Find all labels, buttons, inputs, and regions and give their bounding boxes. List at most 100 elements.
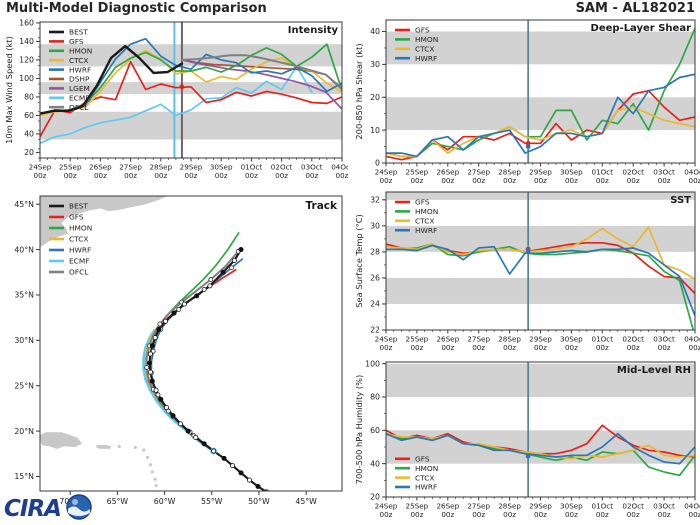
svg-text:00z: 00z xyxy=(658,176,671,185)
svg-text:20: 20 xyxy=(370,493,380,502)
svg-text:00z: 00z xyxy=(596,510,609,519)
svg-text:00z: 00z xyxy=(565,176,578,185)
svg-text:80: 80 xyxy=(24,93,34,102)
svg-text:LGEM: LGEM xyxy=(69,84,90,93)
svg-text:Sea Surface Temp (°C): Sea Surface Temp (°C) xyxy=(354,214,364,308)
svg-text:40: 40 xyxy=(370,27,380,36)
svg-text:28Sep: 28Sep xyxy=(149,163,172,172)
svg-text:20°N: 20°N xyxy=(14,427,34,436)
svg-text:GFS: GFS xyxy=(415,455,430,464)
svg-text:BEST: BEST xyxy=(69,28,88,37)
sst-axes: 24Sep00z25Sep00z26Sep00z27Sep00z28Sep00z… xyxy=(370,196,700,352)
sst-chart: 24Sep00z25Sep00z26Sep00z27Sep00z28Sep00z… xyxy=(354,191,700,352)
svg-text:04Oct: 04Oct xyxy=(684,168,700,177)
svg-text:30Sep: 30Sep xyxy=(560,502,583,511)
svg-text:29Sep: 29Sep xyxy=(180,163,203,172)
svg-text:28Sep: 28Sep xyxy=(498,502,521,511)
svg-text:HWRF: HWRF xyxy=(415,483,437,492)
svg-text:65°W: 65°W xyxy=(107,497,129,506)
svg-text:00z: 00z xyxy=(275,171,288,180)
svg-text:Intensity: Intensity xyxy=(288,25,339,36)
svg-text:HMON: HMON xyxy=(69,47,92,56)
svg-text:00z: 00z xyxy=(380,510,393,519)
svg-text:30: 30 xyxy=(370,60,380,69)
svg-text:25°N: 25°N xyxy=(14,381,34,390)
cira-logo-text: CIRA xyxy=(4,496,61,522)
svg-text:02Oct: 02Oct xyxy=(622,168,644,177)
svg-text:HMON: HMON xyxy=(415,464,438,473)
svg-text:60: 60 xyxy=(24,111,34,120)
svg-text:00z: 00z xyxy=(410,343,423,352)
svg-text:32: 32 xyxy=(370,196,380,205)
svg-text:00z: 00z xyxy=(215,171,228,180)
svg-text:24Sep: 24Sep xyxy=(375,335,398,344)
series-HWRF xyxy=(386,244,695,317)
svg-text:GFS: GFS xyxy=(415,26,430,35)
svg-text:00z: 00z xyxy=(154,171,167,180)
svg-text:00z: 00z xyxy=(472,176,485,185)
svg-text:HWRF: HWRF xyxy=(415,54,437,63)
series-HWRF xyxy=(386,73,695,158)
svg-text:00z: 00z xyxy=(627,176,640,185)
svg-text:24Sep: 24Sep xyxy=(29,163,52,172)
svg-text:40: 40 xyxy=(24,130,34,139)
svg-text:Track: Track xyxy=(306,200,338,212)
svg-text:CTCX: CTCX xyxy=(69,235,88,244)
shear-axes: 24Sep00z25Sep00z26Sep00z27Sep00z28Sep00z… xyxy=(370,27,700,185)
series-CTCX xyxy=(386,432,695,460)
svg-text:HWRF: HWRF xyxy=(415,226,437,235)
svg-text:GFS: GFS xyxy=(69,213,84,222)
svg-text:29Sep: 29Sep xyxy=(529,502,552,511)
intensity-series xyxy=(40,37,342,145)
svg-text:15°N: 15°N xyxy=(14,472,34,481)
series-CTCX xyxy=(386,106,695,158)
series-OFCL xyxy=(180,54,342,90)
svg-text:25Sep: 25Sep xyxy=(59,163,82,172)
svg-text:22: 22 xyxy=(370,326,380,335)
svg-text:GFS: GFS xyxy=(415,198,430,207)
svg-text:40: 40 xyxy=(370,459,380,468)
svg-text:00z: 00z xyxy=(627,343,640,352)
svg-text:00z: 00z xyxy=(336,171,348,180)
svg-text:00z: 00z xyxy=(441,176,454,185)
svg-text:00z: 00z xyxy=(441,510,454,519)
svg-text:50°W: 50°W xyxy=(248,497,270,506)
svg-text:10: 10 xyxy=(370,126,380,135)
svg-text:00z: 00z xyxy=(410,176,423,185)
cira-globe-wave xyxy=(68,506,90,516)
svg-text:03Oct: 03Oct xyxy=(301,163,323,172)
svg-text:24Sep: 24Sep xyxy=(375,168,398,177)
svg-text:04Oct: 04Oct xyxy=(331,163,348,172)
svg-text:00z: 00z xyxy=(565,510,578,519)
svg-text:30Sep: 30Sep xyxy=(560,168,583,177)
svg-text:GFS: GFS xyxy=(69,37,84,46)
cira-logo: CIRA xyxy=(2,492,102,525)
svg-text:00z: 00z xyxy=(689,343,700,352)
track-map: 15°N20°N25°N30°N35°N40°N45°N70°W65°W60°W… xyxy=(14,195,343,506)
cira-globe-highlight xyxy=(72,499,78,505)
rh-axes: 24Sep00z25Sep00z26Sep00z27Sep00z28Sep00z… xyxy=(365,359,700,519)
svg-text:24Sep: 24Sep xyxy=(375,502,398,511)
svg-text:00z: 00z xyxy=(534,176,547,185)
svg-text:140: 140 xyxy=(19,37,34,46)
svg-text:26: 26 xyxy=(370,274,380,283)
svg-text:30°N: 30°N xyxy=(14,336,34,345)
svg-text:27Sep: 27Sep xyxy=(467,502,490,511)
svg-text:04Oct: 04Oct xyxy=(684,502,700,511)
svg-text:CTCX: CTCX xyxy=(415,217,434,226)
svg-text:24: 24 xyxy=(370,300,380,309)
svg-text:01Oct: 01Oct xyxy=(241,163,263,172)
series-HWRF xyxy=(40,37,342,115)
svg-text:02Oct: 02Oct xyxy=(271,163,293,172)
track-GFS xyxy=(145,268,237,452)
svg-text:00z: 00z xyxy=(503,510,516,519)
svg-text:00z: 00z xyxy=(627,510,640,519)
series-ECMF xyxy=(40,65,313,145)
svg-text:0: 0 xyxy=(375,159,380,168)
svg-text:30: 30 xyxy=(370,222,380,231)
track-OFCL xyxy=(145,250,239,452)
